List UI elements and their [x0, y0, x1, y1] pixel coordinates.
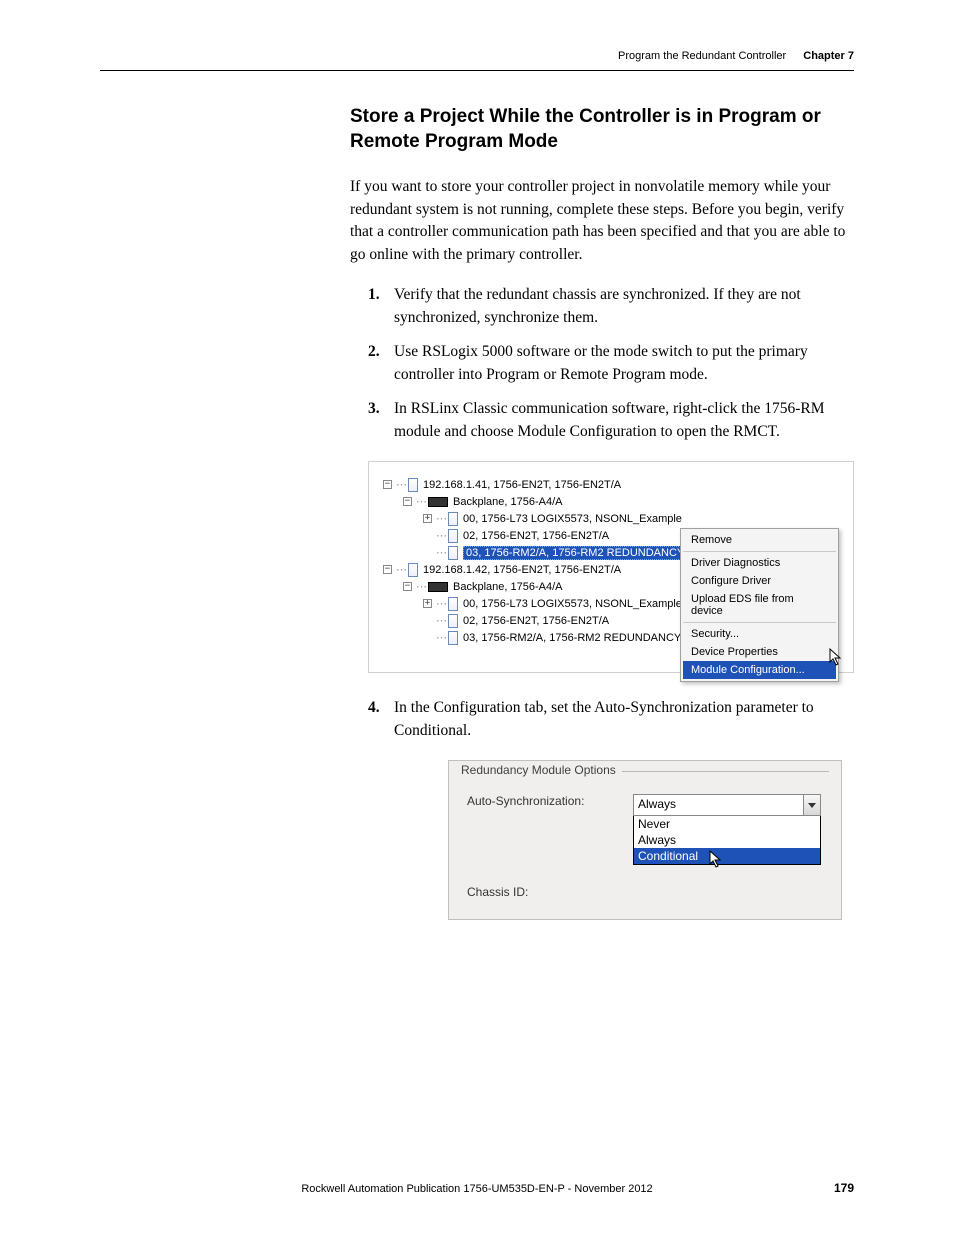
tree-node[interactable]: Backplane, 1756-A4/A [453, 496, 562, 508]
tree-node[interactable]: 02, 1756-EN2T, 1756-EN2T/A [463, 530, 609, 542]
step-text: In the Configuration tab, set the Auto-S… [394, 699, 814, 738]
module-icon [408, 478, 418, 492]
tree-node[interactable]: 00, 1756-L73 LOGIX5573, NSONL_Example [463, 513, 682, 525]
collapse-icon[interactable]: − [403, 497, 412, 506]
step-4: 4. In the Configuration tab, set the Aut… [368, 697, 854, 742]
option-always[interactable]: Always [634, 832, 820, 848]
option-never[interactable]: Never [634, 816, 820, 832]
page-number: 179 [834, 1181, 854, 1195]
procedure-steps: 1. Verify that the redundant chassis are… [368, 284, 854, 443]
auto-sync-options-list: Never Always Conditional [633, 816, 821, 865]
step-number: 1. [368, 284, 380, 306]
intro-paragraph: If you want to store your controller pro… [350, 176, 854, 266]
module-icon [448, 512, 458, 526]
cursor-icon [829, 648, 845, 666]
section-heading: Store a Project While the Controller is … [350, 105, 854, 154]
step-3: 3. In RSLinx Classic communication softw… [368, 398, 854, 443]
module-icon [448, 546, 458, 560]
header-section: Program the Redundant Controller [618, 50, 786, 62]
menu-item-remove[interactable]: Remove [683, 531, 836, 549]
redundancy-options-screenshot: Redundancy Module Options Auto-Synchroni… [448, 760, 842, 920]
tree-node[interactable]: 192.168.1.42, 1756-EN2T, 1756-EN2T/A [423, 564, 621, 576]
tree-node[interactable]: 02, 1756-EN2T, 1756-EN2T/A [463, 615, 609, 627]
dropdown-arrow-icon[interactable] [803, 795, 820, 815]
step-text: Use RSLogix 5000 software or the mode sw… [394, 343, 808, 382]
menu-item-upload-eds[interactable]: Upload EDS file from device [683, 590, 836, 620]
tree-node[interactable]: Backplane, 1756-A4/A [453, 581, 562, 593]
step-number: 3. [368, 398, 380, 420]
header-chapter: Chapter 7 [803, 50, 854, 62]
collapse-icon[interactable]: − [383, 480, 392, 489]
collapse-icon[interactable]: − [383, 565, 392, 574]
menu-item-diagnostics[interactable]: Driver Diagnostics [683, 554, 836, 572]
menu-separator [683, 551, 836, 552]
cursor-icon [709, 850, 725, 868]
menu-separator [683, 622, 836, 623]
context-menu: Remove Driver Diagnostics Configure Driv… [680, 528, 839, 682]
module-icon [448, 631, 458, 645]
tree-node[interactable]: 192.168.1.41, 1756-EN2T, 1756-EN2T/A [423, 479, 621, 491]
fieldset-border: Redundancy Module Options [461, 771, 829, 772]
menu-item-device-properties[interactable]: Device Properties [683, 643, 836, 661]
expand-icon[interactable]: + [423, 514, 432, 523]
rslinx-screenshot: −⋯192.168.1.41, 1756-EN2T, 1756-EN2T/A −… [368, 461, 854, 673]
step-number: 2. [368, 341, 380, 363]
menu-item-security[interactable]: Security... [683, 625, 836, 643]
step-text: In RSLinx Classic communication software… [394, 400, 824, 439]
auto-sync-value: Always [634, 795, 820, 815]
content-area: Store a Project While the Controller is … [350, 105, 854, 920]
option-conditional[interactable]: Conditional [634, 848, 820, 864]
page-header: Program the Redundant Controller Chapter… [100, 50, 854, 71]
tree-node[interactable]: 00, 1756-L73 LOGIX5573, NSONL_Example [463, 598, 682, 610]
module-icon [448, 614, 458, 628]
module-icon [448, 597, 458, 611]
fieldset-legend: Redundancy Module Options [461, 763, 622, 777]
auto-sync-dropdown[interactable]: Always [633, 794, 821, 816]
chassis-icon [428, 582, 448, 592]
menu-item-configure-driver[interactable]: Configure Driver [683, 572, 836, 590]
chassis-id-label: Chassis ID: [467, 885, 633, 899]
step-text: Verify that the redundant chassis are sy… [394, 286, 801, 325]
expand-icon[interactable]: + [423, 599, 432, 608]
step-2: 2. Use RSLogix 5000 software or the mode… [368, 341, 854, 386]
chassis-icon [428, 497, 448, 507]
module-icon [408, 563, 418, 577]
step-number: 4. [368, 697, 380, 719]
auto-sync-label: Auto-Synchronization: [467, 794, 633, 808]
menu-item-module-configuration[interactable]: Module Configuration... [683, 661, 836, 679]
collapse-icon[interactable]: − [403, 582, 412, 591]
module-icon [448, 529, 458, 543]
procedure-steps-cont: 4. In the Configuration tab, set the Aut… [368, 697, 854, 742]
footer-publication: Rockwell Automation Publication 1756-UM5… [0, 1183, 954, 1195]
step-1: 1. Verify that the redundant chassis are… [368, 284, 854, 329]
